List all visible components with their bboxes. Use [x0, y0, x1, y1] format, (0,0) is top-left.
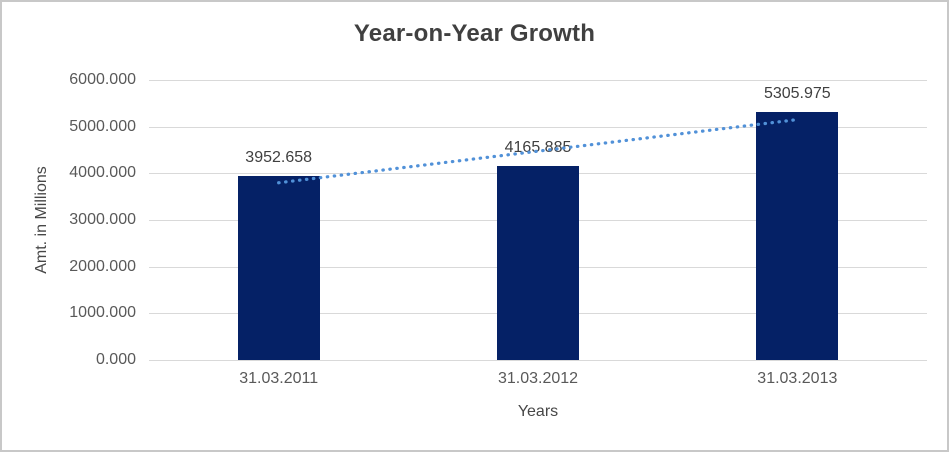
bar: [237, 175, 320, 360]
chart-title: Year-on-Year Growth: [353, 20, 596, 47]
y-tick-label: 6000.000: [69, 71, 136, 88]
x-tick-label: 31.03.2011: [239, 370, 319, 387]
gridline: [149, 360, 927, 361]
bar: [497, 165, 579, 360]
y-tick-label: 2000.000: [69, 257, 136, 275]
y-tick-label: 0.000: [95, 351, 136, 368]
y-tick-label: 4000.000: [69, 164, 136, 182]
y-tick-label: 3000.000: [69, 211, 136, 228]
y-tick-label: 1000.000: [69, 304, 136, 322]
x-tick-label: 31.03.2013: [757, 370, 838, 387]
bar: [756, 112, 839, 360]
x-axis-title: Years: [517, 403, 559, 420]
y-tick-label: 5000.000: [69, 117, 136, 135]
y-axis-title: Amt. in Millions: [33, 166, 50, 274]
bar-data-label: 4165.885: [504, 138, 572, 156]
plot-area: 6000.000 5000.000 4000.000 3000.000 2000.000…: [69, 71, 927, 387]
bar-data-label: 5305.975: [763, 85, 831, 103]
bar-data-label: 3952.658: [245, 148, 313, 166]
gridline: [149, 80, 927, 81]
x-tick-label: 31.03.2012: [497, 370, 579, 387]
